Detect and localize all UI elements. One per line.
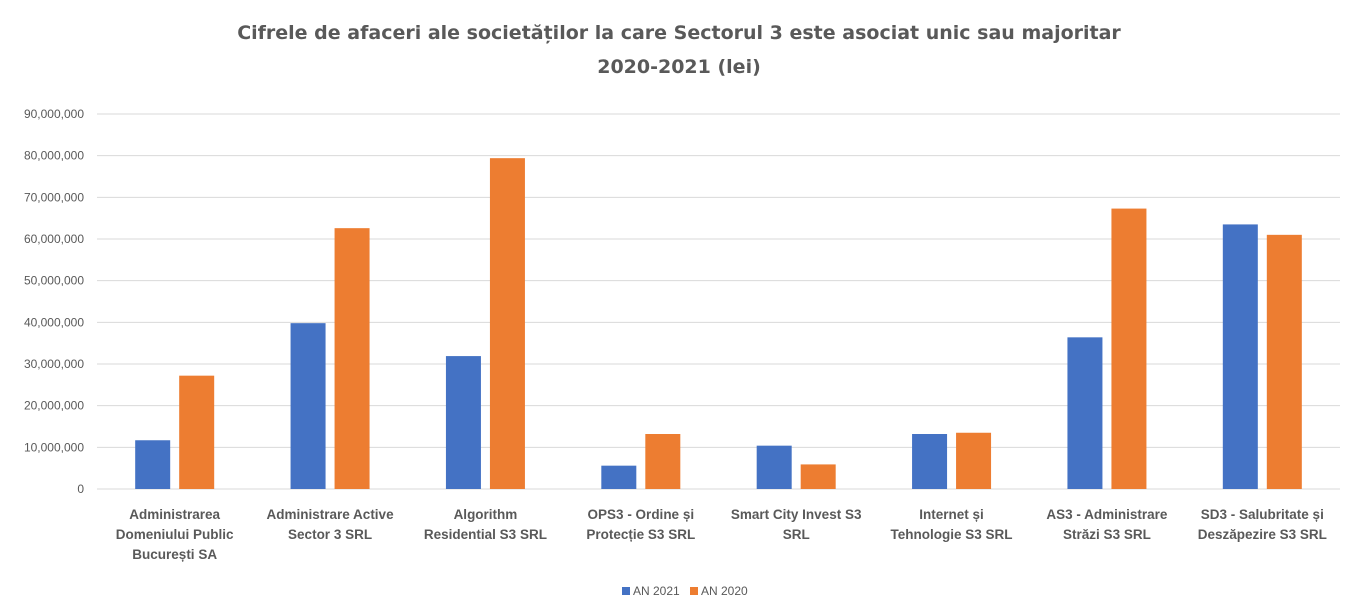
x-tick-label-line: Deszăpezire S3 SRL [1198,527,1327,542]
bar [179,375,215,489]
x-tick-label: OPS3 - Ordine și Protecție S3 SRL [586,507,695,542]
y-tick-label: 10,000,000 [24,440,84,454]
x-tick-label-line: Algorithm [454,507,518,522]
x-tick-label: Administrare Active Sector 3 SRL [267,507,395,542]
bar [1266,234,1302,489]
x-axis-labels: Administrarea Domeniului Public București … [116,507,1327,562]
bar [489,158,525,489]
y-axis-ticks: 0 10,000,000 20,000,000 30,000,000 40,000,00… [24,107,84,496]
y-tick-label: 20,000,000 [24,399,84,413]
y-tick-label: 50,000,000 [24,274,84,288]
x-tick-label-line: SRL [783,527,810,542]
bar [601,465,637,489]
x-tick-label: SD3 - Salubritate și Deszăpezire S3 SRL [1198,507,1327,542]
y-tick-label: 80,000,000 [24,149,84,163]
x-tick-label-line: Administrare Active [267,507,395,522]
x-tick-label-line: Smart City Invest S3 [731,507,862,522]
bar [756,445,792,489]
bar [290,323,326,489]
x-tick-label-line: Sector 3 SRL [288,527,372,542]
x-tick-label: Internet și Tehnologie S3 SRL [891,507,1013,542]
y-tick-label: 60,000,000 [24,232,84,246]
bar [334,228,370,489]
x-tick-label-line: București SA [132,547,217,562]
y-tick-label: 0 [77,482,84,496]
y-tick-label: 70,000,000 [24,190,84,204]
y-tick-label: 40,000,000 [24,315,84,329]
x-tick-label: Administrarea Domeniului Public București … [116,507,234,562]
bar [1067,337,1103,489]
legend-label: AN 2020 [701,584,748,598]
bar [135,440,171,489]
legend-swatch [622,587,630,595]
legend: AN 2021 AN 2020 [622,584,748,598]
x-tick-label-line: OPS3 - Ordine și [588,507,695,522]
y-tick-label: 30,000,000 [24,357,84,371]
legend-swatch [690,587,698,595]
bar [645,434,681,489]
x-tick-label-line: Internet și [919,507,984,522]
x-tick-label-line: AS3 - Administrare [1046,507,1168,522]
y-tick-label: 90,000,000 [24,107,84,121]
chart-subtitle: 2020-2021 (lei) [597,56,761,78]
bar [912,434,948,489]
x-tick-label: Smart City Invest S3 SRL [731,507,862,542]
x-tick-label-line: Administrarea [129,507,220,522]
bar [445,356,481,489]
x-tick-label-line: Străzi S3 SRL [1063,527,1151,542]
bar [800,464,836,489]
x-tick-label-line: Domeniului Public [116,527,234,542]
x-tick-label-line: Tehnologie S3 SRL [891,527,1013,542]
x-tick-label: Algorithm Residential S3 SRL [424,507,547,542]
gridlines [97,113,1340,490]
x-tick-label-line: SD3 - Salubritate și [1201,507,1324,522]
chart-title: Cifrele de afaceri ale societăților la c… [237,22,1121,44]
bar [1222,224,1258,489]
bars [135,158,1302,490]
legend-label: AN 2021 [633,584,680,598]
x-tick-label-line: Residential S3 SRL [424,527,547,542]
x-tick-label: AS3 - Administrare Străzi S3 SRL [1046,507,1168,542]
x-tick-label-line: Protecție S3 SRL [586,527,695,542]
bar [1111,208,1147,490]
bar [956,432,992,489]
